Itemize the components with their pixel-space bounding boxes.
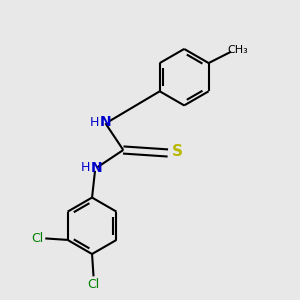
Text: N: N: [100, 115, 111, 129]
Text: CH₃: CH₃: [227, 45, 248, 55]
Text: Cl: Cl: [87, 278, 100, 291]
Text: S: S: [172, 144, 183, 159]
Text: H: H: [89, 116, 99, 129]
Text: Cl: Cl: [31, 232, 43, 245]
Text: H: H: [80, 161, 90, 174]
Text: N: N: [91, 161, 102, 175]
